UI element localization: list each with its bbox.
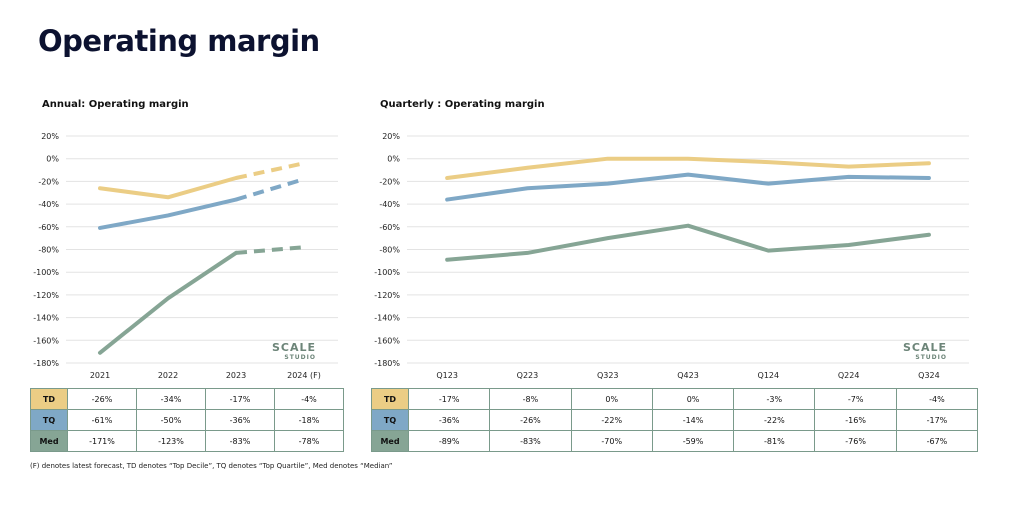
table-cell: -78% [274,430,344,452]
y-tick-label: -40% [38,200,59,209]
table-cell: -70% [570,430,653,452]
y-tick-label: 20% [382,132,400,141]
table-cell: -26% [489,409,572,431]
table-row: TQ -36% -26% -22% -14% -22% -16% -17% [371,409,979,431]
row-label-tq: TQ [371,409,409,431]
x-tick-label: 2023 [226,371,246,380]
quarterly-chart-title: Quarterly : Operating margin [380,99,545,110]
y-tick-label: -140% [374,314,400,323]
table-cell: -83% [489,430,572,452]
x-tick-label: 2022 [158,371,178,380]
series-forecast-line-td [235,161,305,180]
x-tick-label: Q323 [597,371,619,380]
y-tick-label: -160% [374,336,400,345]
x-tick-label: Q223 [517,371,539,380]
table-cell: -50% [136,409,206,431]
y-tick-label: -180% [374,359,400,368]
table-row: Med -89% -83% -70% -59% -81% -76% -67% [371,430,979,452]
annual-chart-title: Annual: Operating margin [42,99,189,110]
y-tick-label: -60% [379,223,400,232]
table-row: Med -171% -123% -83% -78% [30,430,344,452]
x-tick-label: Q224 [838,371,860,380]
table-cell: -76% [814,430,897,452]
logo-text: SCALE [272,341,316,354]
table-cell: -22% [570,409,653,431]
series-forecast-line-tq [235,177,305,202]
x-tick-label: Q124 [758,371,780,380]
table-cell: -123% [136,430,206,452]
y-tick-label: -120% [33,291,59,300]
table-cell: -59% [651,430,735,452]
row-label-med: Med [30,430,68,452]
y-tick-label: -120% [374,291,400,300]
y-tick-label: -100% [33,268,59,277]
series-line-med [445,223,931,262]
table-row: TD -26% -34% -17% -4% [30,388,344,410]
series-line-td [98,175,238,200]
y-tick-label: -20% [38,177,59,186]
table-cell: -17% [205,388,275,410]
table-cell: -171% [67,430,137,452]
table-cell: -36% [407,409,491,431]
x-tick-label: Q123 [436,371,458,380]
y-tick-label: 0% [46,155,59,164]
table-cell: -4% [274,388,344,410]
table-cell: -83% [205,430,275,452]
table-row: TQ -61% -50% -36% -18% [30,409,344,431]
series-line-td [445,156,931,180]
table-cell: -4% [895,388,979,410]
table-cell: -18% [274,409,344,431]
table-cell: -67% [895,430,979,452]
logo-subtext: STUDIO [284,354,316,361]
table-cell: 0% [651,388,735,410]
table-cell: -17% [407,388,491,410]
table-cell: -17% [895,409,979,431]
row-label-med: Med [371,430,409,452]
x-tick-label: 2021 [90,371,110,380]
table-cell: -36% [205,409,275,431]
table-cell: -81% [733,430,816,452]
table-cell: -7% [814,388,897,410]
y-tick-label: -80% [38,246,59,255]
y-tick-label: -180% [33,359,59,368]
logo-subtext: STUDIO [915,354,947,361]
footnote: (F) denotes latest forecast, TD denotes … [30,462,393,470]
x-tick-label: 2024 (F) [287,371,321,380]
series-line-tq [98,197,238,230]
row-label-td: TD [371,388,409,410]
logo-text: SCALE [903,341,947,354]
row-label-tq: TQ [30,409,68,431]
y-tick-label: 20% [41,132,59,141]
y-tick-label: -60% [38,223,59,232]
table-cell: -16% [814,409,897,431]
page-title: Operating margin [38,24,320,58]
table-cell: -8% [489,388,572,410]
y-tick-label: -160% [33,336,59,345]
table-cell: -61% [67,409,137,431]
row-label-td: TD [30,388,68,410]
series-line-med [98,250,238,355]
table-cell: -22% [733,409,816,431]
y-tick-label: 0% [387,155,400,164]
x-tick-label: Q324 [918,371,940,380]
y-tick-label: -80% [379,246,400,255]
annual-data-table: TD -26% -34% -17% -4% TQ -61% -50% -36% -18% Med -1… [30,388,344,452]
table-cell: -34% [136,388,206,410]
series-line-tq [445,172,931,202]
quarterly-data-table: TD -17% -8% 0% 0% -3% -7% -4% TQ -36% -26% -22% -14%… [371,388,979,452]
table-cell: -89% [407,430,491,452]
table-cell: -14% [651,409,735,431]
x-tick-label: Q423 [677,371,699,380]
y-tick-label: -100% [374,268,400,277]
table-cell: -26% [67,388,137,410]
table-cell: 0% [570,388,653,410]
table-cell: -3% [733,388,816,410]
series-forecast-line-med [235,245,305,255]
table-row: TD -17% -8% 0% 0% -3% -7% -4% [371,388,979,410]
y-tick-label: -20% [379,177,400,186]
y-tick-label: -40% [379,200,400,209]
y-tick-label: -140% [33,314,59,323]
